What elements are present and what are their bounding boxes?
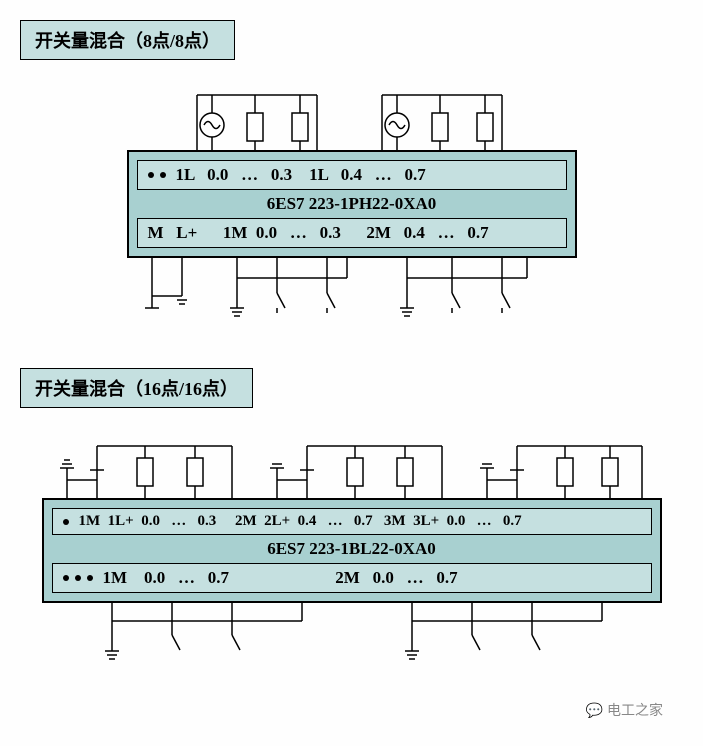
wechat-icon: 💬 bbox=[586, 702, 603, 718]
section-1-title: 开关量混合（8点/8点） bbox=[20, 20, 235, 60]
section-2-top-circuit bbox=[42, 428, 662, 498]
section-2-bottom-text: 1M 0.0 … 0.7 2M 0.0 … 0.7 bbox=[103, 568, 458, 588]
section-2-bottom-circuit bbox=[42, 603, 662, 678]
section-1-top-row: 1L 0.0 … 0.3 1L 0.4 … 0.7 bbox=[137, 160, 567, 190]
section-1-bottom-circuit bbox=[127, 258, 577, 338]
section-2-part-number: 6ES7 223-1BL22-0XA0 bbox=[52, 535, 652, 563]
section-1-top-text: 1L 0.0 … 0.3 1L 0.4 … 0.7 bbox=[176, 165, 426, 185]
row-dots bbox=[148, 172, 166, 178]
watermark-text: 电工之家 bbox=[607, 702, 663, 718]
section-2-diagram: 1M 1L+ 0.0 … 0.3 2M 2L+ 0.4 … 0.7 3M 3L+… bbox=[42, 428, 662, 678]
watermark: 💬 电工之家 bbox=[586, 700, 663, 720]
row-dots bbox=[63, 575, 93, 581]
section-2-title: 开关量混合（16点/16点） bbox=[20, 368, 253, 408]
section-1-module: 1L 0.0 … 0.3 1L 0.4 … 0.7 6ES7 223-1PH22… bbox=[127, 150, 577, 258]
section-2-top-row: 1M 1L+ 0.0 … 0.3 2M 2L+ 0.4 … 0.7 3M 3L+… bbox=[52, 508, 652, 535]
section-1-top-circuit bbox=[127, 80, 577, 150]
section-2-top-text: 1M 1L+ 0.0 … 0.3 2M 2L+ 0.4 … 0.7 3M 3L+… bbox=[79, 513, 522, 530]
section-1-part-number: 6ES7 223-1PH22-0XA0 bbox=[137, 190, 567, 218]
section-1: 开关量混合（8点/8点） bbox=[20, 20, 683, 338]
section-1-diagram: 1L 0.0 … 0.3 1L 0.4 … 0.7 6ES7 223-1PH22… bbox=[127, 80, 577, 338]
row-dots bbox=[63, 519, 69, 525]
section-1-bottom-text: M L+ 1M 0.0 … 0.3 2M 0.4 … 0.7 bbox=[148, 223, 489, 243]
section-2-module: 1M 1L+ 0.0 … 0.3 2M 2L+ 0.4 … 0.7 3M 3L+… bbox=[42, 498, 662, 603]
section-1-bottom-row: M L+ 1M 0.0 … 0.3 2M 0.4 … 0.7 bbox=[137, 218, 567, 248]
section-2: 开关量混合（16点/16点） bbox=[20, 368, 683, 678]
section-2-bottom-row: 1M 0.0 … 0.7 2M 0.0 … 0.7 bbox=[52, 563, 652, 593]
